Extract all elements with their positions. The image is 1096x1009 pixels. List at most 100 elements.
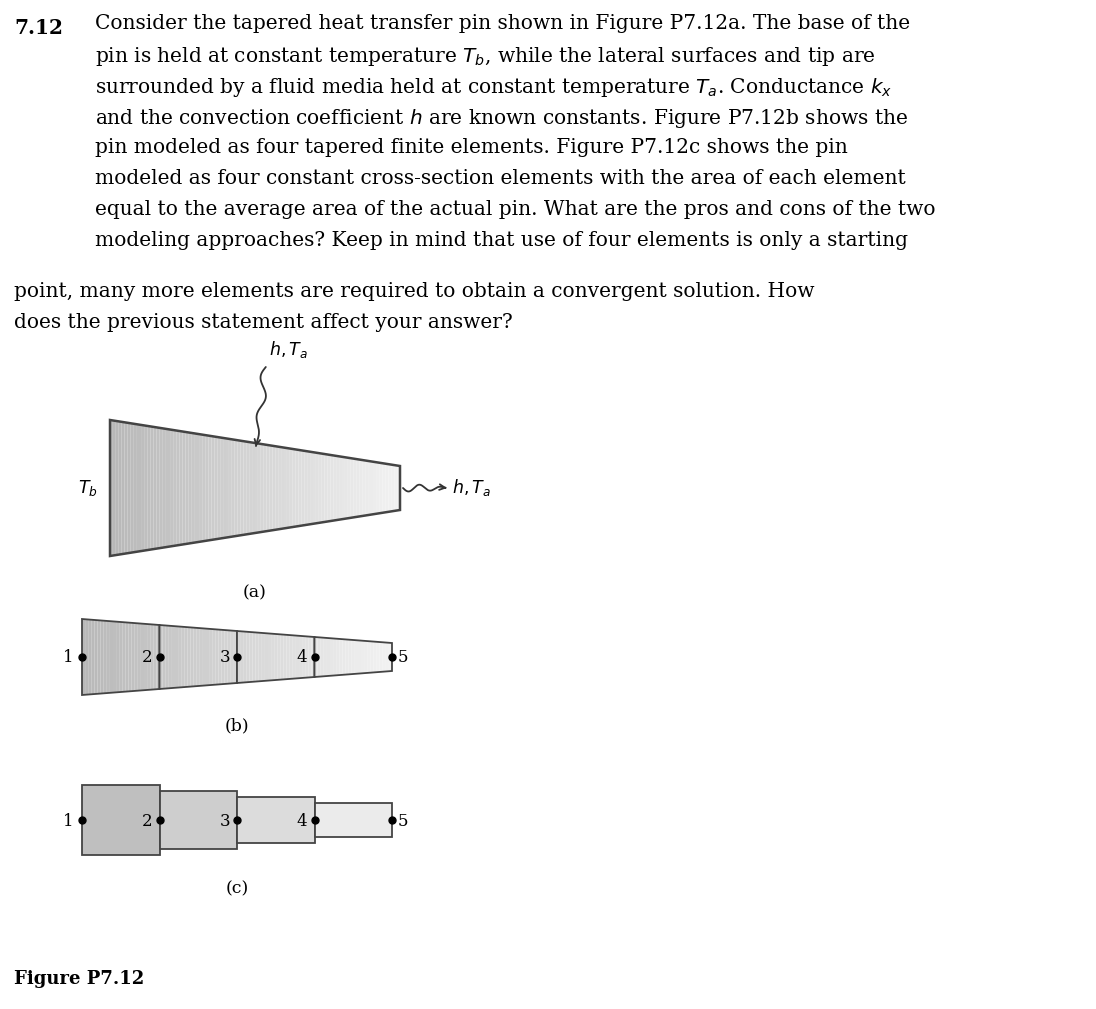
Polygon shape — [296, 636, 299, 678]
Polygon shape — [138, 624, 141, 691]
Polygon shape — [113, 421, 116, 556]
Polygon shape — [389, 643, 392, 671]
Polygon shape — [379, 642, 383, 672]
Polygon shape — [106, 621, 110, 693]
Text: and the convection coefficient $h$ are known constants. Figure P7.12b shows the: and the convection coefficient $h$ are k… — [95, 107, 909, 130]
Polygon shape — [206, 629, 209, 685]
Polygon shape — [130, 423, 134, 553]
Polygon shape — [82, 785, 160, 855]
Polygon shape — [243, 632, 247, 682]
Polygon shape — [386, 643, 389, 671]
Polygon shape — [386, 464, 388, 513]
Polygon shape — [218, 630, 221, 684]
Polygon shape — [231, 439, 235, 537]
Polygon shape — [226, 438, 229, 538]
Polygon shape — [153, 625, 157, 689]
Polygon shape — [165, 626, 169, 688]
Polygon shape — [128, 623, 132, 691]
Polygon shape — [364, 641, 367, 673]
Polygon shape — [354, 459, 356, 518]
Polygon shape — [336, 639, 340, 675]
Polygon shape — [277, 634, 281, 680]
Polygon shape — [160, 791, 237, 849]
Polygon shape — [361, 641, 364, 673]
Text: pin is held at constant temperature $T_b$, while the lateral surfaces and tip ar: pin is held at constant temperature $T_b… — [95, 45, 876, 68]
Polygon shape — [178, 627, 181, 687]
Polygon shape — [266, 445, 270, 531]
Polygon shape — [191, 433, 194, 543]
Text: 5: 5 — [398, 812, 409, 829]
Polygon shape — [199, 629, 203, 686]
Text: (c): (c) — [226, 880, 249, 897]
Text: 2: 2 — [141, 650, 152, 667]
Polygon shape — [255, 443, 258, 533]
Polygon shape — [162, 626, 165, 689]
Polygon shape — [113, 622, 116, 692]
Polygon shape — [123, 623, 125, 692]
Polygon shape — [293, 449, 296, 527]
Text: 1: 1 — [64, 650, 75, 667]
Text: modeled as four constant cross-section elements with the area of each element: modeled as four constant cross-section e… — [95, 169, 905, 188]
Polygon shape — [197, 434, 199, 542]
Polygon shape — [85, 620, 88, 695]
Polygon shape — [273, 446, 275, 531]
Polygon shape — [358, 641, 361, 674]
Polygon shape — [372, 461, 374, 515]
Text: 7.12: 7.12 — [14, 18, 62, 38]
Polygon shape — [147, 624, 150, 690]
Polygon shape — [221, 630, 225, 684]
Polygon shape — [339, 456, 342, 520]
Text: Consider the tapered heat transfer pin shown in Figure P7.12a. The base of the: Consider the tapered heat transfer pin s… — [95, 14, 910, 33]
Polygon shape — [237, 797, 315, 843]
Polygon shape — [310, 452, 313, 525]
Polygon shape — [383, 463, 386, 513]
Polygon shape — [153, 427, 157, 549]
Polygon shape — [118, 422, 122, 555]
Polygon shape — [101, 621, 104, 693]
Polygon shape — [196, 628, 199, 686]
Polygon shape — [330, 455, 333, 521]
Polygon shape — [116, 421, 118, 555]
Polygon shape — [270, 445, 273, 531]
Polygon shape — [328, 454, 330, 522]
Polygon shape — [110, 622, 113, 693]
Polygon shape — [94, 620, 98, 694]
Polygon shape — [336, 456, 339, 520]
Polygon shape — [209, 629, 213, 685]
Polygon shape — [355, 640, 358, 674]
Polygon shape — [88, 620, 91, 694]
Polygon shape — [289, 449, 293, 528]
Polygon shape — [122, 422, 125, 554]
Polygon shape — [160, 625, 162, 689]
Polygon shape — [175, 627, 178, 688]
Text: 3: 3 — [219, 650, 230, 667]
Polygon shape — [169, 626, 172, 688]
Polygon shape — [377, 642, 379, 672]
Polygon shape — [215, 630, 218, 685]
Polygon shape — [217, 437, 220, 539]
Polygon shape — [367, 641, 370, 673]
Polygon shape — [368, 461, 372, 515]
Polygon shape — [224, 438, 226, 538]
Polygon shape — [194, 628, 196, 686]
Polygon shape — [383, 643, 386, 672]
Polygon shape — [110, 420, 113, 556]
Polygon shape — [342, 457, 345, 520]
Polygon shape — [144, 624, 147, 690]
Polygon shape — [116, 622, 119, 692]
Polygon shape — [377, 462, 379, 514]
Polygon shape — [184, 627, 187, 687]
Polygon shape — [132, 623, 135, 691]
Polygon shape — [213, 629, 215, 685]
Text: 4: 4 — [297, 812, 308, 829]
Polygon shape — [359, 459, 363, 517]
Polygon shape — [281, 447, 284, 529]
Polygon shape — [183, 432, 185, 545]
Polygon shape — [240, 441, 243, 536]
Polygon shape — [119, 622, 123, 692]
Polygon shape — [208, 436, 212, 541]
Polygon shape — [237, 631, 240, 683]
Polygon shape — [352, 640, 355, 674]
Text: modeling approaches? Keep in mind that use of four elements is only a starting: modeling approaches? Keep in mind that u… — [95, 231, 907, 250]
Polygon shape — [212, 436, 215, 540]
